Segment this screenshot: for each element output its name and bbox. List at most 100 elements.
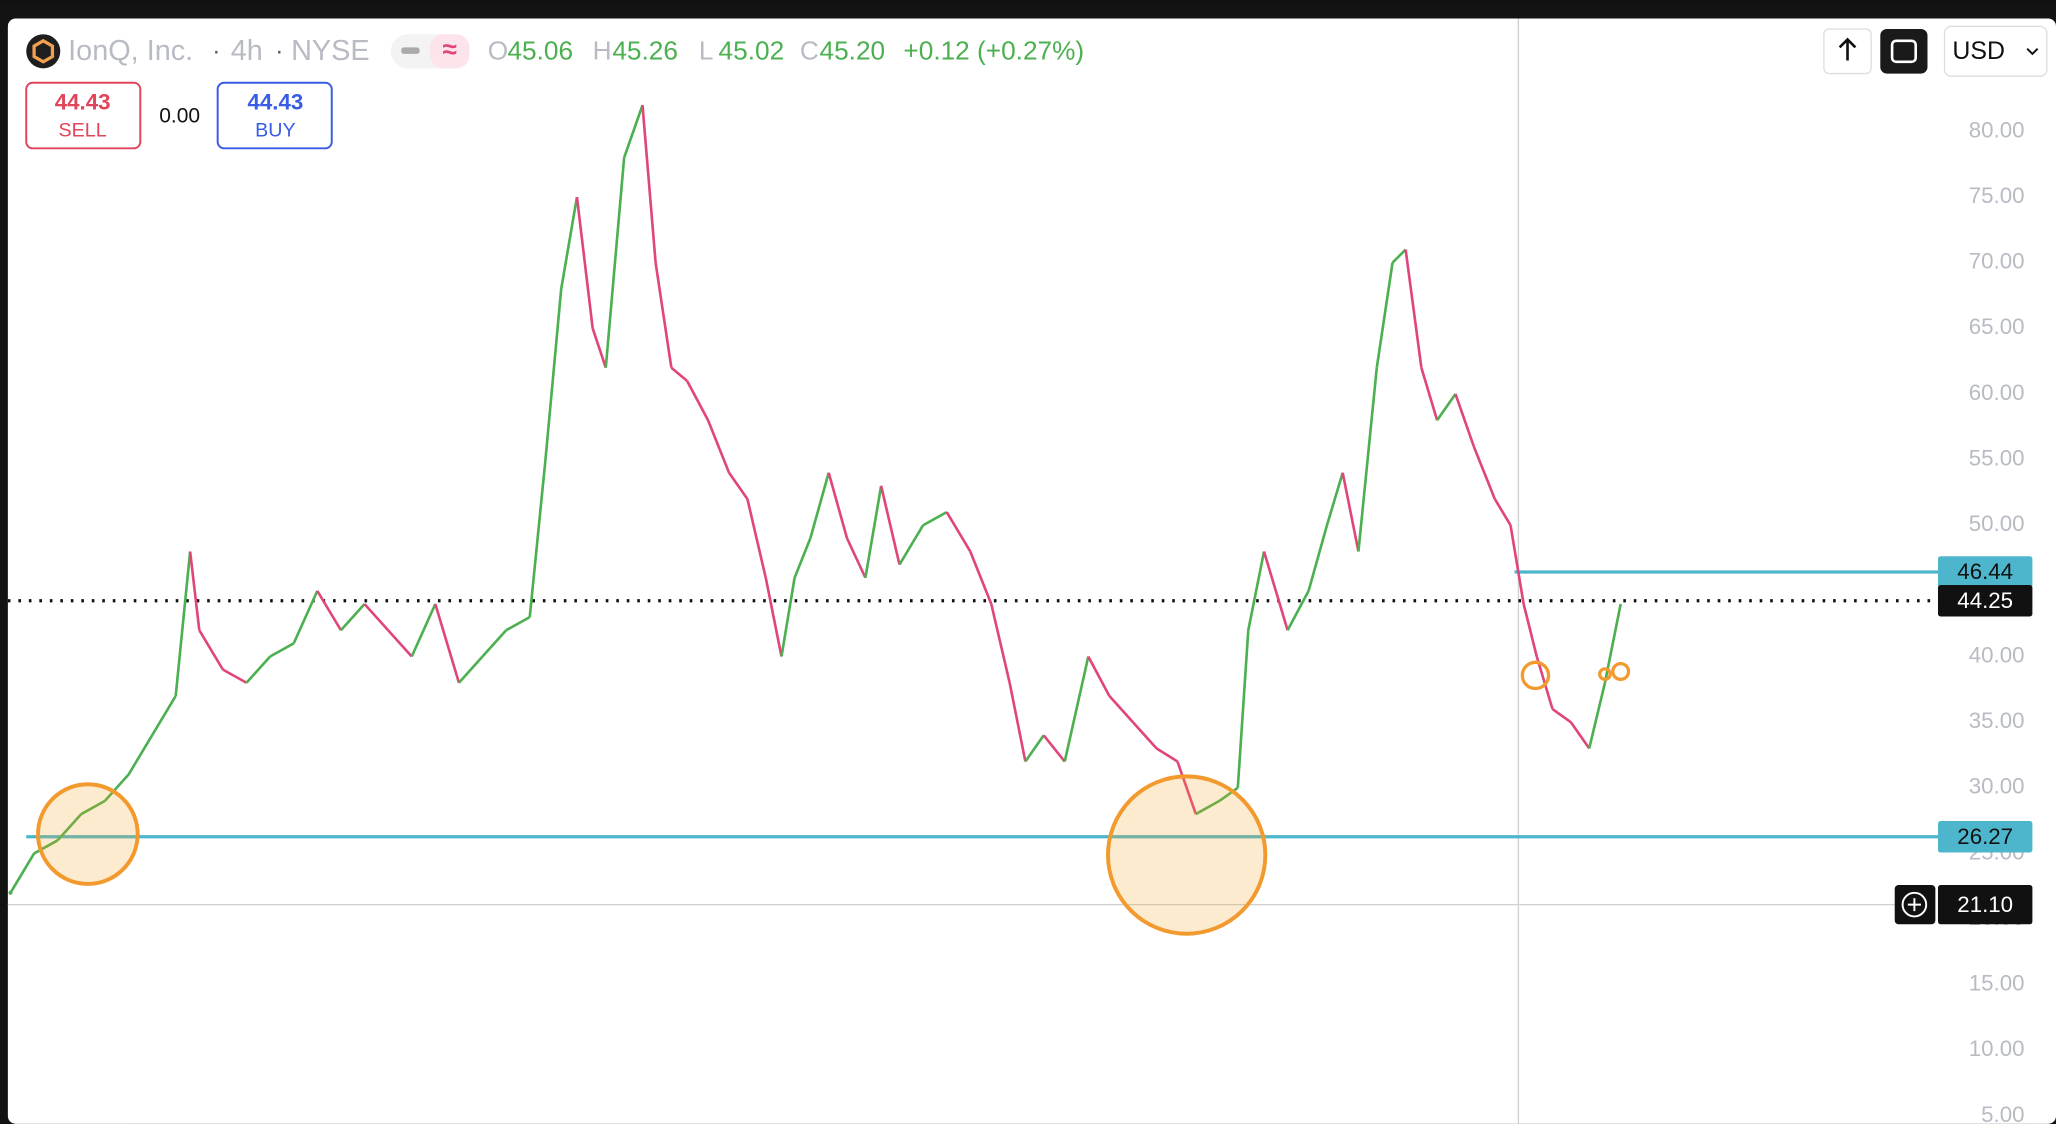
price-segment (559, 196, 579, 290)
price-segment (622, 104, 644, 159)
add-icon (1907, 898, 1921, 912)
price-segment (544, 288, 563, 460)
price-segment (575, 196, 594, 329)
price-segment (764, 577, 783, 657)
price-tag-label: 46.44 (1957, 559, 2013, 584)
price-segment (793, 537, 812, 579)
price-segment (604, 157, 626, 368)
ohlc-value: 45.02 (719, 36, 785, 66)
price-segment (1246, 551, 1266, 631)
price-segment (1569, 721, 1591, 750)
y-tick-label: 35.00 (1969, 708, 2025, 733)
price-segment (1195, 799, 1221, 816)
y-tick-label: 50.00 (1969, 511, 2025, 536)
buy-label: BUY (255, 119, 295, 141)
price-segment (269, 642, 295, 658)
price-segment (727, 471, 749, 500)
price-start (8, 890, 13, 895)
price-segment (127, 734, 154, 776)
ohlc-value: 45.26 (612, 36, 678, 66)
ohlc: O 45.06 H 45.26 L 45.02 C 45.20 (488, 36, 885, 66)
interval[interactable]: 4h (231, 35, 263, 67)
symbol-name[interactable]: IonQ, Inc. (68, 35, 193, 67)
price-segment (9, 852, 36, 894)
price-segment (685, 380, 710, 421)
price-segment (316, 590, 343, 631)
price-segment (641, 105, 657, 263)
separator: · (212, 39, 220, 65)
price-segment (457, 655, 484, 684)
price-tag-label: 26.27 (1957, 824, 2013, 849)
price-segment (1108, 695, 1134, 724)
fullscreen-button[interactable] (1880, 28, 1928, 74)
price-segment (505, 615, 531, 632)
price-segment (1131, 721, 1158, 750)
price-segment (706, 419, 731, 474)
fullscreen-icon (1890, 39, 1918, 64)
price-segment (1008, 682, 1027, 762)
buy-button[interactable] (216, 81, 333, 150)
marker-circle (1520, 660, 1551, 691)
price-segment (1325, 472, 1344, 526)
currency: USD (1952, 37, 2005, 65)
buy-price: 44.43 (247, 90, 303, 115)
price-segment (481, 629, 508, 658)
price-segment (198, 629, 225, 671)
price-segment (80, 799, 106, 816)
sell-label: SELL (59, 119, 107, 141)
price-segment (1357, 367, 1379, 552)
y-tick-label: 10.00 (1969, 1036, 2025, 1061)
price-segment (879, 485, 901, 565)
price-segment (845, 537, 867, 579)
price-segment (174, 551, 192, 697)
price-segment (746, 498, 768, 579)
price-tag (1937, 556, 2033, 588)
separator: · (275, 39, 283, 65)
exchange: NYSE (291, 35, 370, 67)
ohlc-key: C (800, 36, 819, 66)
price-segment (670, 366, 688, 382)
logo-glyph (32, 38, 55, 64)
price-segment (945, 511, 972, 553)
price-segment (339, 603, 366, 632)
price-segment (1024, 734, 1045, 763)
currency-select[interactable] (1943, 25, 2048, 77)
price-segment (809, 472, 830, 539)
price-segment (222, 668, 248, 684)
price-segment (1218, 786, 1239, 802)
y-tick-label: 70.00 (1969, 249, 2025, 274)
change: +0.12 (+0.27%) (903, 36, 1084, 66)
plot: 80.0075.0070.0065.0060.0055.0050.0045.00… (7, 18, 2033, 1124)
price-segment (1522, 603, 1539, 657)
price-segment (103, 773, 130, 802)
price-tag (1937, 584, 2033, 617)
price-segment (1262, 551, 1289, 631)
logo (26, 34, 61, 69)
price-segment (969, 551, 993, 605)
chart-panel (7, 18, 2056, 1124)
price-tag (1937, 884, 2033, 925)
price-segment (1436, 393, 1457, 421)
highlight-circle (1106, 774, 1268, 936)
y-tick-label: 75.00 (1969, 183, 2025, 208)
ohlc-value: 45.20 (820, 36, 886, 66)
price-segment (150, 695, 177, 736)
status-icon (401, 47, 420, 54)
price-tag (1937, 821, 2033, 853)
status-icon: ≈ (443, 34, 457, 64)
price-segment (1420, 367, 1439, 421)
price-segment (410, 603, 437, 658)
ohlc-key: H (593, 36, 612, 66)
status-icon (430, 34, 470, 69)
crosshair-label: 21.10 (1957, 892, 2013, 917)
marker-circle (1598, 667, 1612, 681)
spread: 0.00 (159, 104, 200, 127)
y-tick-label: 15.00 (1969, 971, 2025, 996)
sell-button[interactable] (25, 81, 142, 150)
price-segment (1063, 656, 1090, 762)
price-segment (1551, 707, 1572, 724)
marker-circle (1611, 661, 1631, 681)
price-segment (898, 524, 925, 566)
ohlc-key: O (488, 36, 508, 66)
highlight-circle (36, 782, 140, 886)
